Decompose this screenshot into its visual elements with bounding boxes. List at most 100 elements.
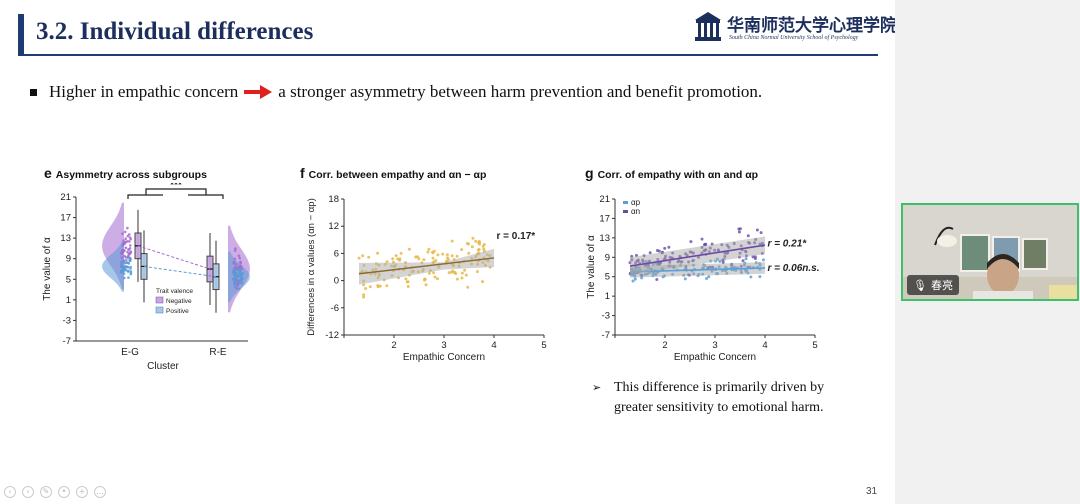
chart-e-data-point [120,262,124,266]
chart-e-data-point [232,262,236,265]
chart-e-data-point [121,266,125,270]
next-slide-icon[interactable]: › [22,486,34,498]
panel-g-title: g Corr. of empathy with αn and αp [585,165,759,181]
chart-e-data-point [129,270,133,273]
chart-g-data-point-n [746,234,750,238]
chart-e-data-point [126,256,130,260]
menu-icon[interactable]: … [94,486,106,498]
chart-e-data-point [235,263,238,266]
chart-e-data-point [123,249,126,252]
logo-chinese-text: 华南师范大学心理学院 [727,16,897,36]
chart-g-legend-p-swatch [623,201,628,204]
chart-e-violin: 21 17 13 9 5 1 -3 -7 The value of α E-G R-E Cluster… [42,183,250,372]
chart-e-data-point [122,272,126,275]
chart-f-data-point [470,245,474,249]
chart-f-data-point [455,277,459,281]
chart-e-data-point [126,234,130,238]
chart-e-data-point [123,230,127,234]
chart-g-ylabel: The value of α [586,235,597,299]
chart-f-x-tick-label: 2 [391,340,396,351]
chart-f-data-point [406,280,410,284]
chart-e-data-point [231,277,235,281]
chart-f-data-point [361,254,365,258]
bullet-text-part1: Higher in empathic concern [49,82,239,101]
chart-g-data-point-n [700,237,704,241]
chart-f-data-point [362,295,366,299]
zoom-icon[interactable]: + [76,486,88,498]
chart-g-y-tick-label: 13 [599,233,610,244]
chart-g-data-point-n [663,246,667,250]
chart-g-data-point-p [758,275,762,279]
title-divider [18,54,878,56]
panel-e: e Asymmetry across subgroups [44,165,207,181]
chart-f-data-point [477,248,481,251]
pointer-icon[interactable]: • [58,486,70,498]
chart-e-significance-bracket [145,188,207,195]
chart-e-data-point [128,233,131,236]
conclusion-note: ➢ This difference is primarily driven by … [592,378,824,418]
chart-f-data-point [436,253,440,257]
chart-e-data-point [121,232,124,235]
chart-g-data-point-n [689,240,693,244]
chart-f-data-point [394,254,398,258]
chart-e-data-point [123,242,126,245]
chart-f-y-tick-label: 6 [334,248,339,259]
chart-g-data-point-n [703,242,707,246]
chart-f-data-point [450,254,454,258]
chart-g-y-tick-label: -7 [602,330,610,341]
chart-g-xlabel: Empathic Concern [674,352,756,363]
chart-g-data-point-n [721,260,725,264]
chart-e-y-tick-label: 13 [60,233,71,244]
panel-e-title: e Asymmetry across subgroups [44,165,207,181]
chart-g-data-point-n [755,228,759,232]
arrow-bullet-icon: ➢ [592,382,602,394]
chart-e-data-point [120,252,123,255]
chart-e-significance-label: *** [170,183,182,191]
participant-name-tag: 🎙 春亮 [907,275,959,295]
chart-e-data-point [128,251,132,255]
page-number: 31 [866,486,878,497]
chart-e-y-tick-label: -7 [63,336,71,347]
bullet-text-part2: a stronger asymmetry between harm preven… [278,82,763,101]
chart-f-data-point [450,239,454,243]
chart-f-data-point [460,271,464,275]
chart-f-data-point [364,287,368,290]
chart-f-data-point [427,247,431,251]
chart-e-data-point [234,265,237,269]
building-emblem-icon [695,12,721,41]
chart-f-xlabel: Empathic Concern [403,352,485,363]
panel-f-title: f Corr. between empathy and αn − αp [300,165,487,181]
chart-g-y-tick-label: 21 [599,194,610,205]
pen-icon[interactable]: ✎ [40,486,52,498]
chart-e-data-point [234,277,238,281]
chart-e-y-tick-label: 9 [66,254,71,265]
chart-e-data-point [124,237,127,240]
chart-f-data-point [450,270,454,274]
chart-e-data-point [127,276,130,279]
chart-e-data-point [237,254,241,258]
chart-e-data-point [238,270,242,273]
chart-e-data-point [235,268,239,272]
chart-f-data-point [467,251,471,255]
participant-name: 春亮 [930,279,953,292]
chart-f-data-point [362,293,366,297]
microphone-icon: 🎙 [913,278,927,292]
chart-f-data-point [441,252,445,256]
chart-e-data-point [126,226,129,230]
chart-g-y-tick-label: 17 [599,213,610,224]
chart-g-data-point-p [761,258,765,262]
chart-f-r-annotation: r = 0.17* [497,231,536,242]
chart-g-data-point-n [667,245,671,249]
chart-e-trend-negative [137,245,211,270]
chart-f-data-point [474,239,478,243]
prev-slide-icon[interactable]: ‹ [4,486,16,498]
chart-f-data-point [475,270,479,274]
chart-e-y-tick-label: 1 [66,295,71,306]
red-arrow-icon [244,85,273,99]
chart-e-data-point [124,256,128,259]
chart-e-data-point [129,272,133,276]
chart-e-data-point [120,270,123,274]
chart-f-x-tick-label: 5 [541,340,546,351]
chart-f-ylabel: Differences in α values (αn − αp) [306,198,317,336]
participant-video-tile[interactable]: 🎙 春亮 [901,203,1079,301]
